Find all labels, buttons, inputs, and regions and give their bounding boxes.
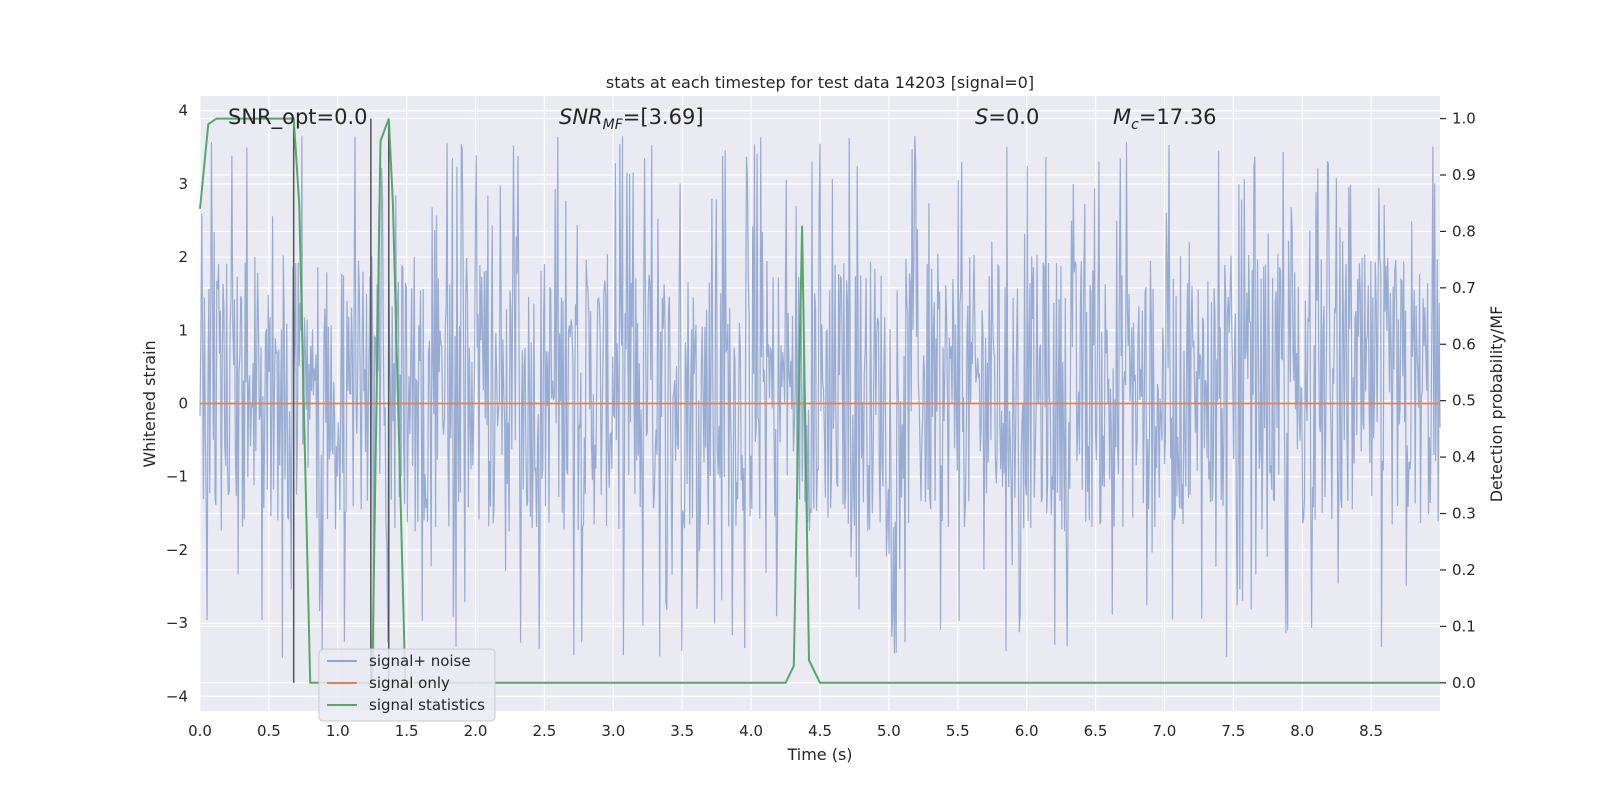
y2-tick-label: 0.3: [1452, 505, 1476, 523]
y2-tick-label: 1.0: [1452, 110, 1476, 128]
x-tick-label: 4.0: [739, 722, 763, 740]
x-tick-label: 5.5: [946, 722, 970, 740]
y2-tick-label: 0.9: [1452, 166, 1476, 184]
x-tick-label: 0.0: [188, 722, 212, 740]
x-tick-label: 3.5: [670, 722, 694, 740]
y2-tick-label: 0.8: [1452, 222, 1476, 240]
y2-tick-label: 0.1: [1452, 617, 1476, 635]
x-tick-label: 8.0: [1290, 722, 1314, 740]
legend: signal+ noise signal only signal statist…: [318, 648, 496, 722]
annotation-mc-sub: c: [1131, 117, 1139, 133]
annotation-snr-mf-main: SNR: [559, 105, 603, 129]
annotation-mc-rest: =17.36: [1139, 105, 1217, 129]
annotation-snr-opt: SNR_opt=0.0: [228, 105, 368, 130]
annotation-s: S=0.0: [975, 105, 1039, 129]
y-tick-label: 0: [178, 395, 188, 413]
x-tick-label: 6.0: [1015, 722, 1039, 740]
y-tick-label: 3: [178, 175, 188, 193]
legend-box: [318, 648, 496, 722]
legend-label-signal-only: signal only: [369, 674, 450, 692]
annotation-snr-mf-rest: =[3.69]: [623, 105, 704, 129]
x-tick-label: 6.5: [1084, 722, 1108, 740]
y2-tick-label: 0.0: [1452, 674, 1476, 692]
y2-tick-label: 0.7: [1452, 279, 1476, 297]
y2-tick-label: 0.6: [1452, 335, 1476, 353]
y-tick-label: 1: [178, 321, 188, 339]
x-tick-label: 1.5: [395, 722, 419, 740]
y2-tick-label: 0.4: [1452, 448, 1476, 466]
y-tick-label: −2: [166, 541, 188, 559]
x-tick-label: 4.5: [808, 722, 832, 740]
y-tick-label: −1: [166, 468, 188, 486]
annotation-snr-mf-sub: MF: [603, 117, 624, 133]
annotation-mc: Mc=17.36: [1113, 105, 1217, 133]
x-tick-label: 7.5: [1221, 722, 1245, 740]
x-tick-label: 2.0: [464, 722, 488, 740]
vertical-markers: [292, 118, 390, 683]
y-tick-label: −4: [166, 687, 188, 705]
legend-label-signal-noise: signal+ noise: [369, 652, 471, 670]
annotation-mc-main: M: [1113, 105, 1131, 129]
y-axis-label: Whitened strain: [140, 340, 159, 467]
x-tick-label: 2.5: [533, 722, 557, 740]
y2-tick-label: 0.5: [1452, 392, 1476, 410]
x-axis-label: Time (s): [786, 745, 852, 764]
x-tick-label: 8.5: [1359, 722, 1383, 740]
annotation-s-main: S: [975, 105, 988, 129]
x-tick-label: 5.0: [877, 722, 901, 740]
signal-statistics-series: [199, 117, 1440, 684]
y-tick-label: −3: [166, 614, 188, 632]
signal-statistics-line: [199, 117, 1440, 684]
x-tick-label: 1.0: [326, 722, 350, 740]
signal-noise-line: [199, 136, 1441, 659]
annotation-snr-mf: SNRMF=[3.69]: [559, 105, 704, 133]
x-tick-label: 3.0: [601, 722, 625, 740]
x-tick-label: 0.5: [257, 722, 281, 740]
x-tick-label: 7.0: [1153, 722, 1177, 740]
signal-noise-series: [199, 136, 1441, 659]
legend-label-signal-statistics: signal statistics: [369, 696, 485, 714]
y2-tick-label: 0.2: [1452, 561, 1476, 579]
chart-title: stats at each timestep for test data 142…: [606, 73, 1034, 92]
y-tick-label: 2: [178, 248, 188, 266]
y-tick-label: 4: [178, 102, 188, 120]
axis-ticks: 0.0 0.5 1.0 1.5 2.0 2.5 3.0 3.5 4.0 4.5 5.0 5.5 6.0 6…: [166, 102, 1476, 740]
y2-axis-label: Detection probability/MF: [1487, 306, 1506, 503]
annotation-s-rest: =0.0: [988, 105, 1039, 129]
